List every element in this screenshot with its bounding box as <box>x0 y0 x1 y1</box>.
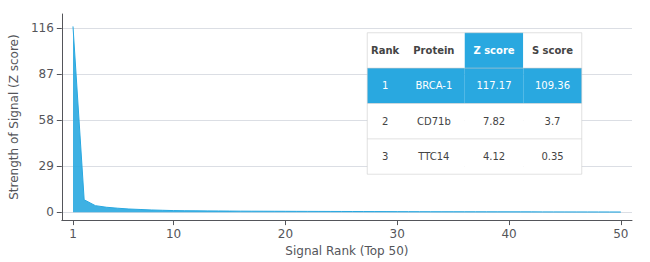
svg-text:7.82: 7.82 <box>483 116 505 127</box>
svg-text:87: 87 <box>39 67 54 81</box>
svg-text:10: 10 <box>166 227 181 241</box>
svg-text:0.35: 0.35 <box>541 151 563 162</box>
svg-text:4.12: 4.12 <box>483 151 505 162</box>
svg-text:1: 1 <box>382 80 388 91</box>
svg-text:40: 40 <box>501 227 516 241</box>
svg-text:BRCA-1: BRCA-1 <box>415 80 452 91</box>
svg-text:3.7: 3.7 <box>545 116 561 127</box>
svg-text:Protein: Protein <box>413 45 454 56</box>
svg-text:117.17: 117.17 <box>477 80 512 91</box>
svg-text:S score: S score <box>532 45 573 56</box>
svg-text:29: 29 <box>39 159 54 173</box>
svg-text:30: 30 <box>390 227 405 241</box>
svg-text:58: 58 <box>39 113 54 127</box>
svg-text:0: 0 <box>46 205 54 219</box>
svg-text:2: 2 <box>382 116 388 127</box>
svg-text:50: 50 <box>613 227 628 241</box>
svg-text:116: 116 <box>31 21 54 35</box>
svg-text:Z score: Z score <box>473 45 514 56</box>
svg-text:Signal Rank (Top 50): Signal Rank (Top 50) <box>285 244 408 258</box>
svg-text:3: 3 <box>382 151 388 162</box>
svg-text:TTC14: TTC14 <box>417 151 449 162</box>
svg-text:1: 1 <box>69 227 77 241</box>
svg-text:20: 20 <box>278 227 293 241</box>
svg-text:Strength of Signal (Z score): Strength of Signal (Z score) <box>7 34 21 199</box>
svg-text:CD71b: CD71b <box>417 116 451 127</box>
svg-text:Rank: Rank <box>371 45 400 56</box>
svg-text:109.36: 109.36 <box>535 80 570 91</box>
